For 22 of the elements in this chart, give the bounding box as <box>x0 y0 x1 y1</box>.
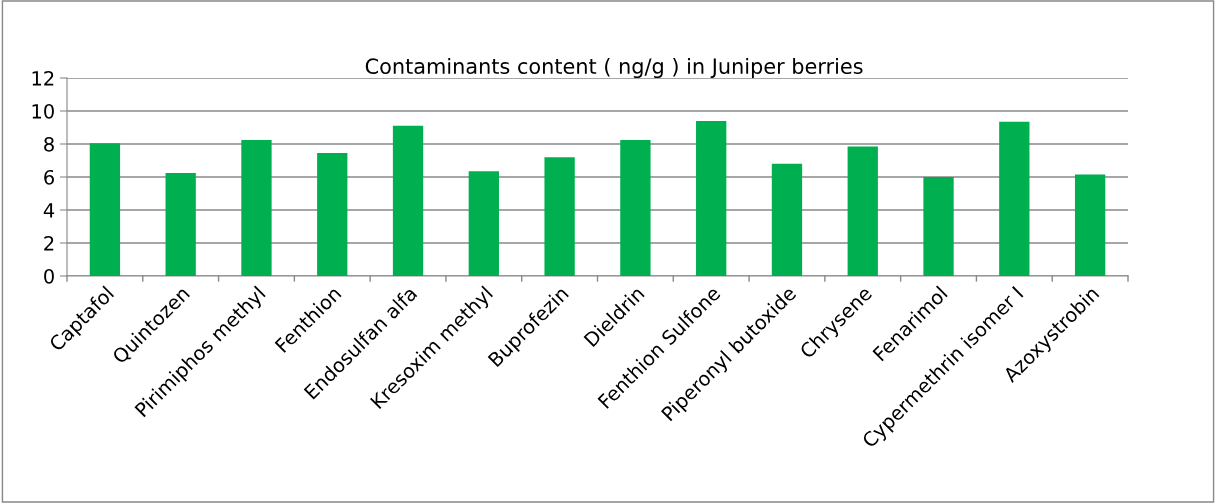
bar <box>696 120 727 276</box>
bar <box>847 146 878 276</box>
bar <box>620 139 651 276</box>
bar <box>317 153 348 276</box>
y-tick-label: 12 <box>32 70 54 86</box>
bar <box>468 171 499 276</box>
y-tick-label: 2 <box>44 235 54 251</box>
bar <box>999 121 1030 276</box>
chart-title: Contaminants content ( ng/g ) in Juniper berries <box>365 57 863 79</box>
bar <box>89 143 121 276</box>
bar <box>923 177 954 276</box>
y-tick-label: 8 <box>44 136 54 152</box>
y-tick-label: 10 <box>32 103 54 119</box>
bar <box>241 139 272 276</box>
y-tick-label: 6 <box>44 169 54 185</box>
bar <box>392 125 424 276</box>
bar <box>771 163 803 276</box>
bar <box>1074 174 1106 276</box>
y-tick-label: 0 <box>44 268 54 284</box>
bar <box>165 172 196 276</box>
bar <box>544 157 575 276</box>
y-tick-label: 4 <box>43 203 55 218</box>
